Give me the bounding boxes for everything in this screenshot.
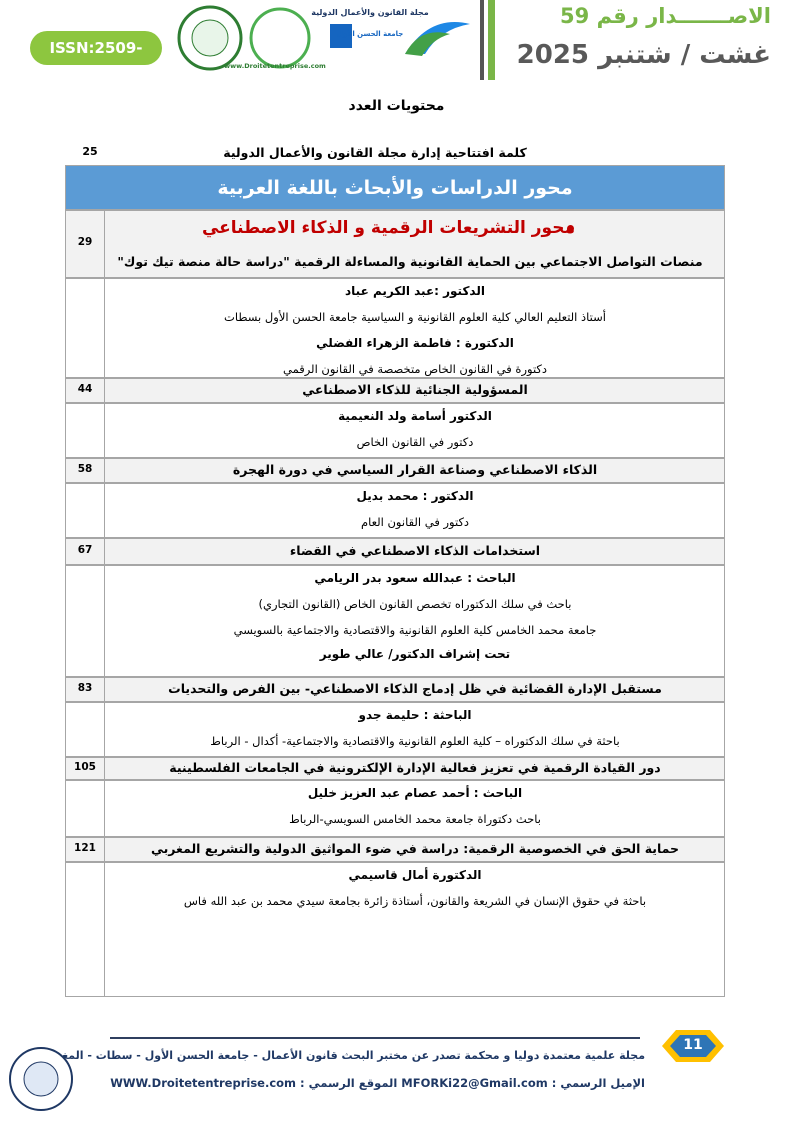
- author-row: [65, 862, 725, 997]
- page-cell: [65, 483, 105, 538]
- footer-logo: [9, 1047, 73, 1111]
- title-row: [65, 458, 725, 483]
- footer-logo-inner: [23, 1061, 59, 1097]
- title-row: [65, 677, 725, 702]
- logo-text: مجلة القانون والأعمال الدولية: [311, 8, 429, 17]
- logo-text: www.Droitetentreprise.com: [224, 62, 326, 70]
- article-title: مستقبل الإدارة القضائية في ظل إدماج الذك…: [168, 680, 662, 696]
- article-title: منصات التواصل الاجتماعي بين الحماية القا…: [117, 254, 703, 269]
- issue-date: غشت / شتنبر 2025: [516, 40, 771, 70]
- divider: [480, 0, 484, 80]
- page-cell: [65, 210, 105, 278]
- article-page: 29: [77, 236, 93, 248]
- article-page: 83: [77, 681, 93, 694]
- page-cell: [65, 378, 105, 403]
- footer-journal: مجلة علمية معتمدة دوليا و محكمة تصدر عن …: [44, 1049, 645, 1062]
- article-title: الذكاء الاصطناعي وصناعة القرار السياسي ف…: [232, 461, 598, 477]
- page-cell: [65, 677, 105, 702]
- divider: [488, 0, 495, 80]
- footer-rule: [110, 1037, 640, 1039]
- contents-title: محتويات العدد: [348, 98, 445, 114]
- book-logo: [405, 32, 450, 56]
- author-affiliation: دكتور في القانون العام: [360, 515, 470, 529]
- article-page: 121: [74, 841, 96, 854]
- article-title: دور القيادة الرقمية في تعزيز فعالية الإد…: [169, 759, 661, 775]
- article-page: 105: [74, 760, 96, 773]
- page-badge: [662, 1030, 724, 1062]
- title-row: [65, 378, 725, 403]
- subsection-title: محور التشريعات الرقمية و الذكاء الاصطناع…: [201, 218, 575, 238]
- author-affiliation: أستاذ التعليم العالي كلية العلوم القانون…: [224, 310, 606, 324]
- section-title: محور الدراسات والأبحاث باللغة العربية: [65, 165, 725, 210]
- title-row: [65, 837, 725, 862]
- page-cell: [65, 837, 105, 862]
- editorial-page: 25: [82, 145, 98, 158]
- author-name: الباحث : عبدالله سعود بدر الريامي: [314, 571, 516, 585]
- author-affiliation: دكتور في القانون الخاص: [356, 435, 474, 449]
- author-affiliation: باحثة في سلك الدكتوراه – كلية العلوم الق…: [210, 734, 620, 748]
- page-cell: [65, 862, 105, 997]
- author-affiliation: جامعة محمد الخامس كلية العلوم القانونية …: [233, 623, 597, 637]
- article-title: المسؤولية الجنائية للذكاء الاصطناعي: [302, 381, 528, 397]
- editorial-title: كلمة افتتاحية إدارة مجلة القانون والأعما…: [223, 145, 527, 160]
- author-name: الدكتور : محمد بديل: [356, 489, 474, 503]
- issn-badge: ISSN:2509-0291: [30, 31, 162, 91]
- logo-text: جامعة الحسن الأول: [336, 30, 404, 38]
- page-cell: [65, 565, 105, 677]
- supervisor: تحت إشراف الدكتور/ عالي طوير: [319, 647, 511, 661]
- page-cell: [65, 757, 105, 780]
- author-name: الدكتورة أمال قاسيمي: [348, 868, 482, 882]
- article-page: 58: [77, 462, 93, 475]
- page-number: 11: [683, 1037, 703, 1053]
- page-cell: [65, 403, 105, 458]
- article-title: استخدامات الذكاء الاصطناعي في القضاء: [289, 542, 541, 558]
- page-cell: [65, 780, 105, 837]
- bullet: [567, 225, 574, 232]
- author-name: الدكتور :عبد الكريم عباد: [345, 284, 485, 298]
- logos: [177, 5, 470, 71]
- page-cell: [65, 458, 105, 483]
- author-name: الدكتورة : فاطمة الزهراء الفضلي: [316, 336, 514, 350]
- page-badge-inner: [670, 1035, 716, 1057]
- article-title: حماية الحق في الخصوصية الرقمية: دراسة في…: [150, 840, 680, 856]
- footer-contact: الإميل الرسمي : MFORKi22@Gmail.com الموق…: [110, 1076, 645, 1090]
- title-row: [65, 538, 725, 565]
- author-name: الباحث : أحمد عصام عبد العزيز خليل: [307, 786, 523, 800]
- author-affiliation: دكتورة في القانون الخاص متخصصة في القانو…: [282, 362, 548, 376]
- author-name: الباحثة : حليمة جدو: [358, 708, 472, 722]
- page-cell: [65, 702, 105, 757]
- author-affiliation: باحثة في حقوق الإنسان في الشريعة والقانو…: [183, 894, 647, 908]
- page-cell: [65, 278, 105, 378]
- issue-number: الاصـــــــدار رقم 59: [560, 4, 771, 28]
- article-page: 67: [77, 543, 93, 556]
- page-cell: [65, 538, 105, 565]
- author-affiliation: باحث دكتوراة جامعة محمد الخامس السويسي-ا…: [289, 812, 541, 826]
- lab-logo-inner: [191, 19, 229, 57]
- author-affiliation: باحث في سلك الدكتوراه تخصص القانون الخاص…: [258, 597, 572, 611]
- author-name: الدكتور أسامة ولد النعيمية: [338, 409, 492, 423]
- journal-logo: [249, 7, 311, 69]
- university-logo: [330, 24, 352, 48]
- article-page: 44: [77, 382, 93, 395]
